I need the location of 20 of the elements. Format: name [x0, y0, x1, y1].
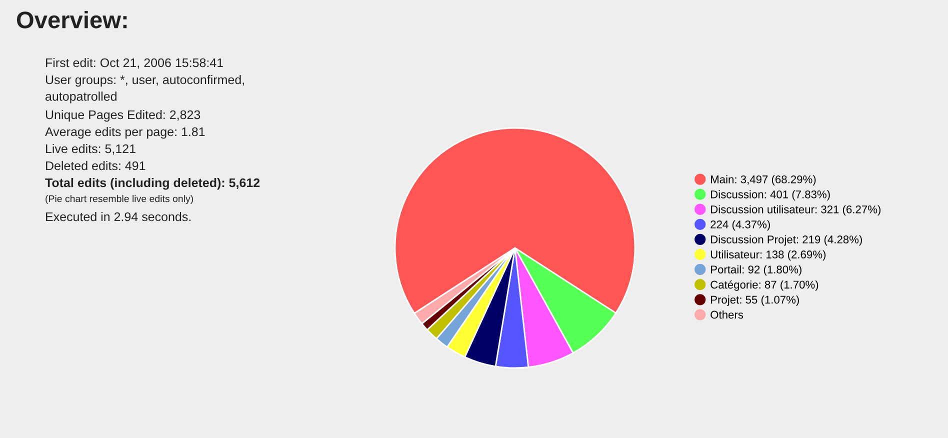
legend-label: Discussion utilisateur: 321 (6.27%) [711, 205, 880, 216]
text: Unique Pages Edited: 2,823 [46, 110, 200, 122]
text: (Pie chart resemble live edits only) [46, 195, 193, 204]
legend-label: Discussion: 401 (7.83%) [711, 190, 830, 201]
legend-label: Catégorie: 87 (1.70%) [710, 280, 818, 291]
text: Executed in 2.94 seconds. [46, 212, 190, 222]
text: Overview: [16, 10, 127, 28]
legend-label: Projet: 55 (1.07%) [711, 295, 799, 306]
legend-label: Utilisateur: 138 (2.69%) [710, 250, 826, 261]
legend-label: 224 (4.37%) [710, 220, 770, 231]
text: Average edits per page: 1.81 [45, 127, 205, 139]
text: Deleted edits: 491 [46, 161, 146, 170]
text: Total edits (including deleted): 5,612 [45, 178, 260, 190]
text: User groups: *, user, autoconfirmed, autopatrolled [46, 75, 244, 104]
legend-label: Discussion Projet: 219 (4.28%) [711, 235, 862, 246]
legend-label: Portail: 92 (1.80%) [711, 265, 802, 276]
text: Live edits: 5,121 [46, 144, 136, 155]
legend-label: Others [710, 310, 744, 319]
text: First edit: Oct 21, 2006 15:58:41 [46, 58, 223, 69]
legend-label: Main: 3,497 (68.29%) [711, 175, 816, 186]
